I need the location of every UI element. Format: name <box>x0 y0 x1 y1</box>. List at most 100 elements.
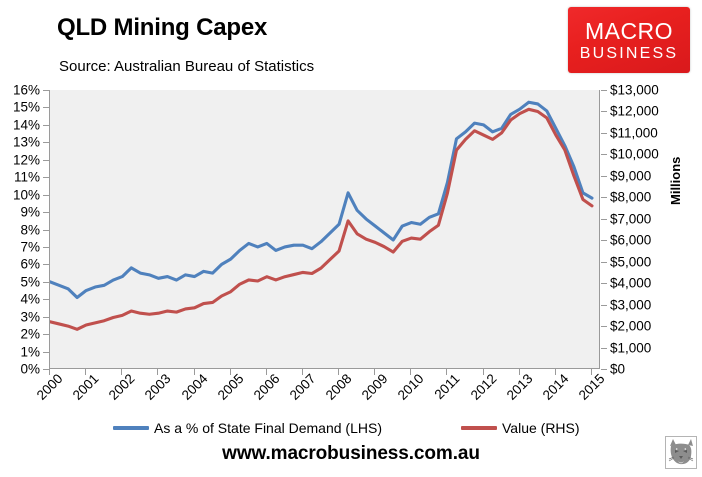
left-tick-mark <box>43 159 49 161</box>
chart-legend: As a % of State Final Demand (LHS) Value… <box>0 420 702 442</box>
left-tick-mark <box>43 212 49 214</box>
legend-item-lhs[interactable]: As a % of State Final Demand (LHS) <box>113 420 382 436</box>
x-axis-tick-label: 2013 <box>503 371 536 403</box>
right-axis-tick-label: $1,000 <box>610 340 652 356</box>
legend-label-rhs: Value (RHS) <box>502 420 580 436</box>
left-axis-tick-label: 13% <box>12 134 40 150</box>
left-axis-labels: 0% 1% 2% 3% 4% 5% 6% 7% 8% 9% 10% 11% 12% 13% 14% 15% 16… <box>0 83 40 377</box>
right-tick-mark <box>601 154 607 156</box>
x-tick-mark <box>85 369 87 375</box>
right-axis-tick-label: $8,000 <box>610 189 652 205</box>
left-tick-mark <box>43 264 49 266</box>
right-tick-mark <box>601 90 607 91</box>
right-tick-mark <box>601 175 607 177</box>
x-axis-tick-label: 2007 <box>286 371 319 403</box>
right-tick-mark <box>601 111 607 113</box>
right-tick-mark <box>601 347 607 349</box>
left-tick-mark <box>43 281 49 283</box>
x-axis-tick-label: 2010 <box>395 371 427 403</box>
x-axis-tick-label: 2005 <box>214 371 247 403</box>
right-axis-title: Millions <box>668 156 683 205</box>
x-tick-mark <box>410 369 412 375</box>
x-axis-tick-label: 2004 <box>178 371 211 403</box>
x-tick-mark <box>446 369 448 375</box>
right-tick-mark <box>601 197 607 199</box>
right-axis-ticks <box>600 90 607 370</box>
lynx-head-glyph <box>666 437 696 468</box>
series-line-lhs <box>50 102 592 297</box>
logo-line-business: BUSINESS <box>579 45 679 62</box>
right-axis-tick-label: $12,000 <box>610 103 659 119</box>
x-tick-mark <box>229 369 231 375</box>
x-tick-mark <box>590 369 592 375</box>
left-axis-tick-label: 16% <box>12 82 40 98</box>
left-axis-tick-label: 5% <box>20 274 40 290</box>
x-tick-mark <box>265 369 267 375</box>
x-axis-tick-label: 2006 <box>250 371 283 403</box>
x-tick-mark <box>374 369 376 375</box>
right-axis-tick-label: $7,000 <box>610 211 652 227</box>
right-axis-tick-label: $5,000 <box>610 254 652 270</box>
left-axis-tick-label: 12% <box>12 152 40 168</box>
left-axis-tick-label: 2% <box>20 326 40 342</box>
left-tick-mark <box>43 124 49 126</box>
left-axis-tick-label: 8% <box>20 222 40 237</box>
x-tick-mark <box>518 369 520 375</box>
plot-area <box>49 90 600 369</box>
x-tick-mark <box>49 369 50 375</box>
left-axis-ticks <box>43 90 50 370</box>
left-tick-mark <box>43 351 49 353</box>
chart-source-label: Source: Australian Bureau of Statistics <box>59 58 315 75</box>
left-axis-tick-label: 0% <box>20 361 40 377</box>
x-axis-tick-label: 2008 <box>322 371 355 403</box>
left-axis-tick-label: 1% <box>20 344 40 360</box>
x-tick-mark <box>301 369 303 375</box>
x-tick-mark <box>554 369 556 375</box>
right-axis-tick-label: $0 <box>610 361 626 377</box>
x-axis-ticks <box>49 369 601 376</box>
website-url[interactable]: www.macrobusiness.com.au <box>222 443 480 464</box>
right-axis-tick-label: $4,000 <box>610 275 652 291</box>
left-tick-mark <box>43 369 49 370</box>
x-axis-tick-label: 2003 <box>142 371 174 403</box>
right-tick-mark <box>601 283 607 285</box>
x-tick-mark <box>482 369 484 375</box>
x-axis-tick-label: 2012 <box>467 371 500 403</box>
right-axis-tick-label: $9,000 <box>610 168 652 184</box>
legend-item-rhs[interactable]: Value (RHS) <box>461 420 580 436</box>
x-tick-mark <box>193 369 195 375</box>
left-tick-mark <box>43 177 49 179</box>
left-axis-tick-label: 10% <box>12 187 40 203</box>
series-line-rhs <box>50 109 592 329</box>
right-axis-tick-label: $6,000 <box>610 232 652 248</box>
x-tick-mark <box>157 369 159 375</box>
left-tick-mark <box>43 90 49 91</box>
left-axis-tick-label: 4% <box>20 291 40 307</box>
right-tick-mark <box>601 132 607 134</box>
legend-label-lhs: As a % of State Final Demand (LHS) <box>154 420 382 436</box>
right-axis-tick-label: $13,000 <box>610 82 659 98</box>
right-tick-mark <box>601 240 607 242</box>
right-axis-tick-label: $11,000 <box>610 125 658 141</box>
chart-lines <box>50 90 601 369</box>
right-tick-mark <box>601 369 607 370</box>
right-axis-tick-label: $3,000 <box>610 297 652 313</box>
right-tick-mark <box>601 304 607 306</box>
left-tick-mark <box>43 334 49 336</box>
macrobusiness-logo: MACRO BUSINESS <box>568 7 690 73</box>
right-axis-labels: $0 $1,000 $2,000 $3,000 $4,000 $5,000 $6,000 $7… <box>610 83 672 377</box>
right-tick-mark <box>601 261 607 263</box>
page-title: QLD Mining Capex <box>57 14 268 41</box>
left-axis-tick-label: 9% <box>20 204 40 220</box>
left-axis-tick-label: 15% <box>12 99 40 115</box>
left-tick-mark <box>43 246 49 248</box>
legend-swatch-blue <box>113 426 149 430</box>
x-axis-tick-label: 2014 <box>539 371 572 403</box>
left-tick-mark <box>43 316 49 318</box>
left-tick-mark <box>43 299 49 301</box>
x-axis-tick-label: 2001 <box>69 371 102 403</box>
logo-line-macro: MACRO <box>584 18 674 44</box>
right-tick-mark <box>601 326 607 328</box>
right-axis-tick-label: $2,000 <box>610 318 652 334</box>
